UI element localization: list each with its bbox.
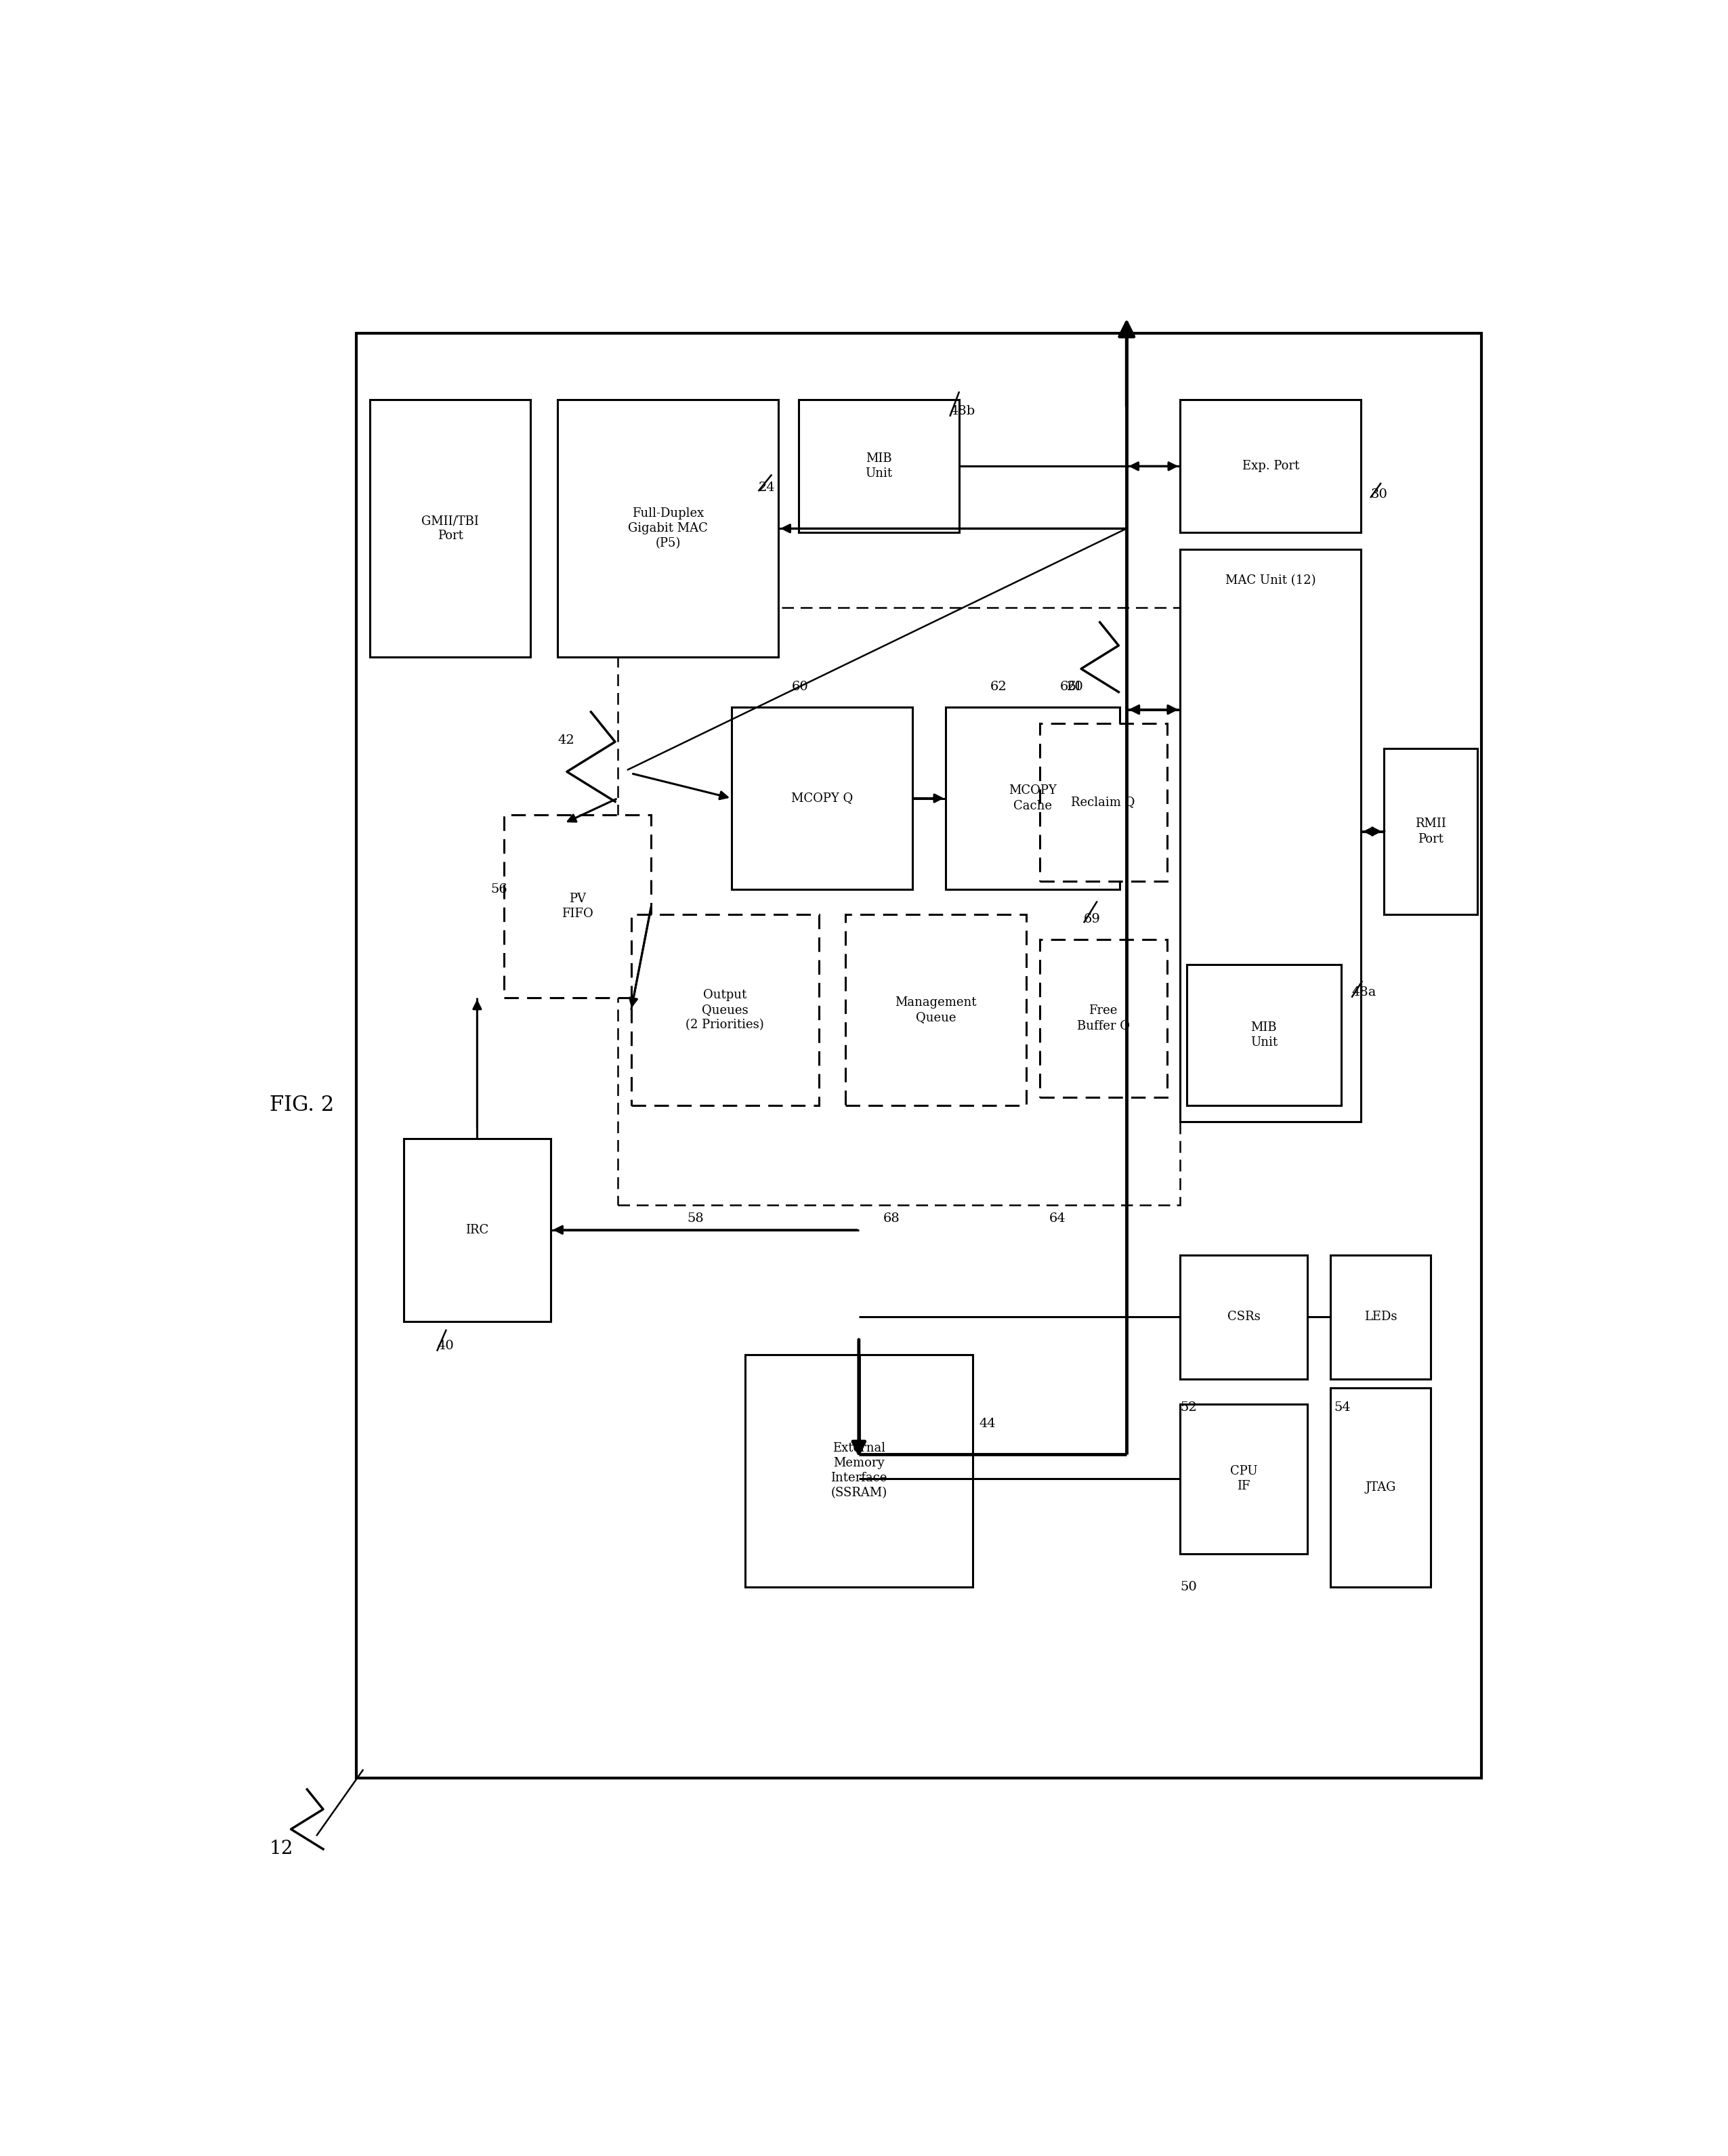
Text: 48b: 48b — [950, 405, 975, 418]
Bar — [1331, 1255, 1431, 1380]
Bar — [845, 914, 1026, 1106]
Text: 40: 40 — [437, 1341, 454, 1352]
Text: 56: 56 — [491, 884, 508, 895]
Text: 20: 20 — [1066, 681, 1083, 692]
Text: Free
Buffer Q: Free Buffer Q — [1077, 1005, 1130, 1033]
Bar — [1187, 964, 1341, 1106]
Text: MIB
Unit: MIB Unit — [1251, 1022, 1277, 1048]
Bar — [370, 399, 530, 658]
Text: Reclaim Q: Reclaim Q — [1071, 796, 1135, 808]
Text: 60: 60 — [791, 681, 809, 692]
Bar — [1180, 399, 1362, 533]
Text: 64: 64 — [1049, 1212, 1066, 1225]
Text: 66l: 66l — [1059, 681, 1080, 692]
Text: JTAG: JTAG — [1365, 1481, 1396, 1494]
Text: RMII
Port: RMII Port — [1415, 817, 1446, 845]
Text: 48a: 48a — [1351, 987, 1375, 998]
Text: MCOPY Q: MCOPY Q — [791, 791, 854, 804]
Bar — [356, 334, 1481, 1779]
Text: MAC Unit (12): MAC Unit (12) — [1225, 573, 1317, 586]
Text: 58: 58 — [688, 1212, 705, 1225]
Bar — [1331, 1388, 1431, 1587]
Text: GMII/TBI
Port: GMII/TBI Port — [422, 515, 479, 541]
Text: 50: 50 — [1180, 1580, 1198, 1593]
Bar — [1180, 550, 1362, 1121]
Text: External
Memory
Interface
(SSRAM): External Memory Interface (SSRAM) — [831, 1442, 886, 1498]
Text: MCOPY
Cache: MCOPY Cache — [1009, 785, 1058, 813]
Bar — [558, 399, 778, 658]
Bar — [1384, 748, 1477, 914]
Text: 62: 62 — [990, 681, 1007, 692]
Text: FIG. 2: FIG. 2 — [270, 1095, 334, 1117]
Text: MIB
Unit: MIB Unit — [866, 453, 892, 481]
Text: Output
Queues
(2 Priorities): Output Queues (2 Priorities) — [686, 990, 764, 1031]
Text: 30: 30 — [1370, 489, 1388, 500]
Bar — [1040, 724, 1166, 882]
Text: 69: 69 — [1083, 914, 1101, 925]
Text: 42: 42 — [558, 733, 574, 746]
Text: 44: 44 — [980, 1419, 995, 1429]
Bar — [619, 608, 1180, 1205]
Bar — [631, 914, 819, 1106]
Bar — [945, 707, 1120, 890]
Text: CPU
IF: CPU IF — [1230, 1466, 1258, 1492]
Text: Management
Queue: Management Queue — [895, 996, 976, 1024]
Text: PV
FIFO: PV FIFO — [562, 893, 593, 921]
Bar — [1180, 1255, 1308, 1380]
Text: Full-Duplex
Gigabit MAC
(P5): Full-Duplex Gigabit MAC (P5) — [627, 507, 708, 550]
Text: Exp. Port: Exp. Port — [1242, 459, 1299, 472]
Bar — [505, 815, 651, 998]
Text: 24: 24 — [759, 481, 776, 494]
Bar — [745, 1354, 973, 1587]
Text: 68: 68 — [883, 1212, 900, 1225]
Text: 52: 52 — [1180, 1401, 1198, 1414]
Text: LEDs: LEDs — [1363, 1311, 1396, 1324]
Bar — [1180, 1404, 1308, 1554]
Text: IRC: IRC — [465, 1225, 489, 1235]
Bar — [1040, 940, 1166, 1097]
Text: CSRs: CSRs — [1227, 1311, 1260, 1324]
Text: 12: 12 — [270, 1839, 294, 1858]
Bar — [798, 399, 959, 533]
Bar — [731, 707, 912, 890]
Text: 54: 54 — [1334, 1401, 1351, 1414]
Bar — [404, 1138, 551, 1322]
